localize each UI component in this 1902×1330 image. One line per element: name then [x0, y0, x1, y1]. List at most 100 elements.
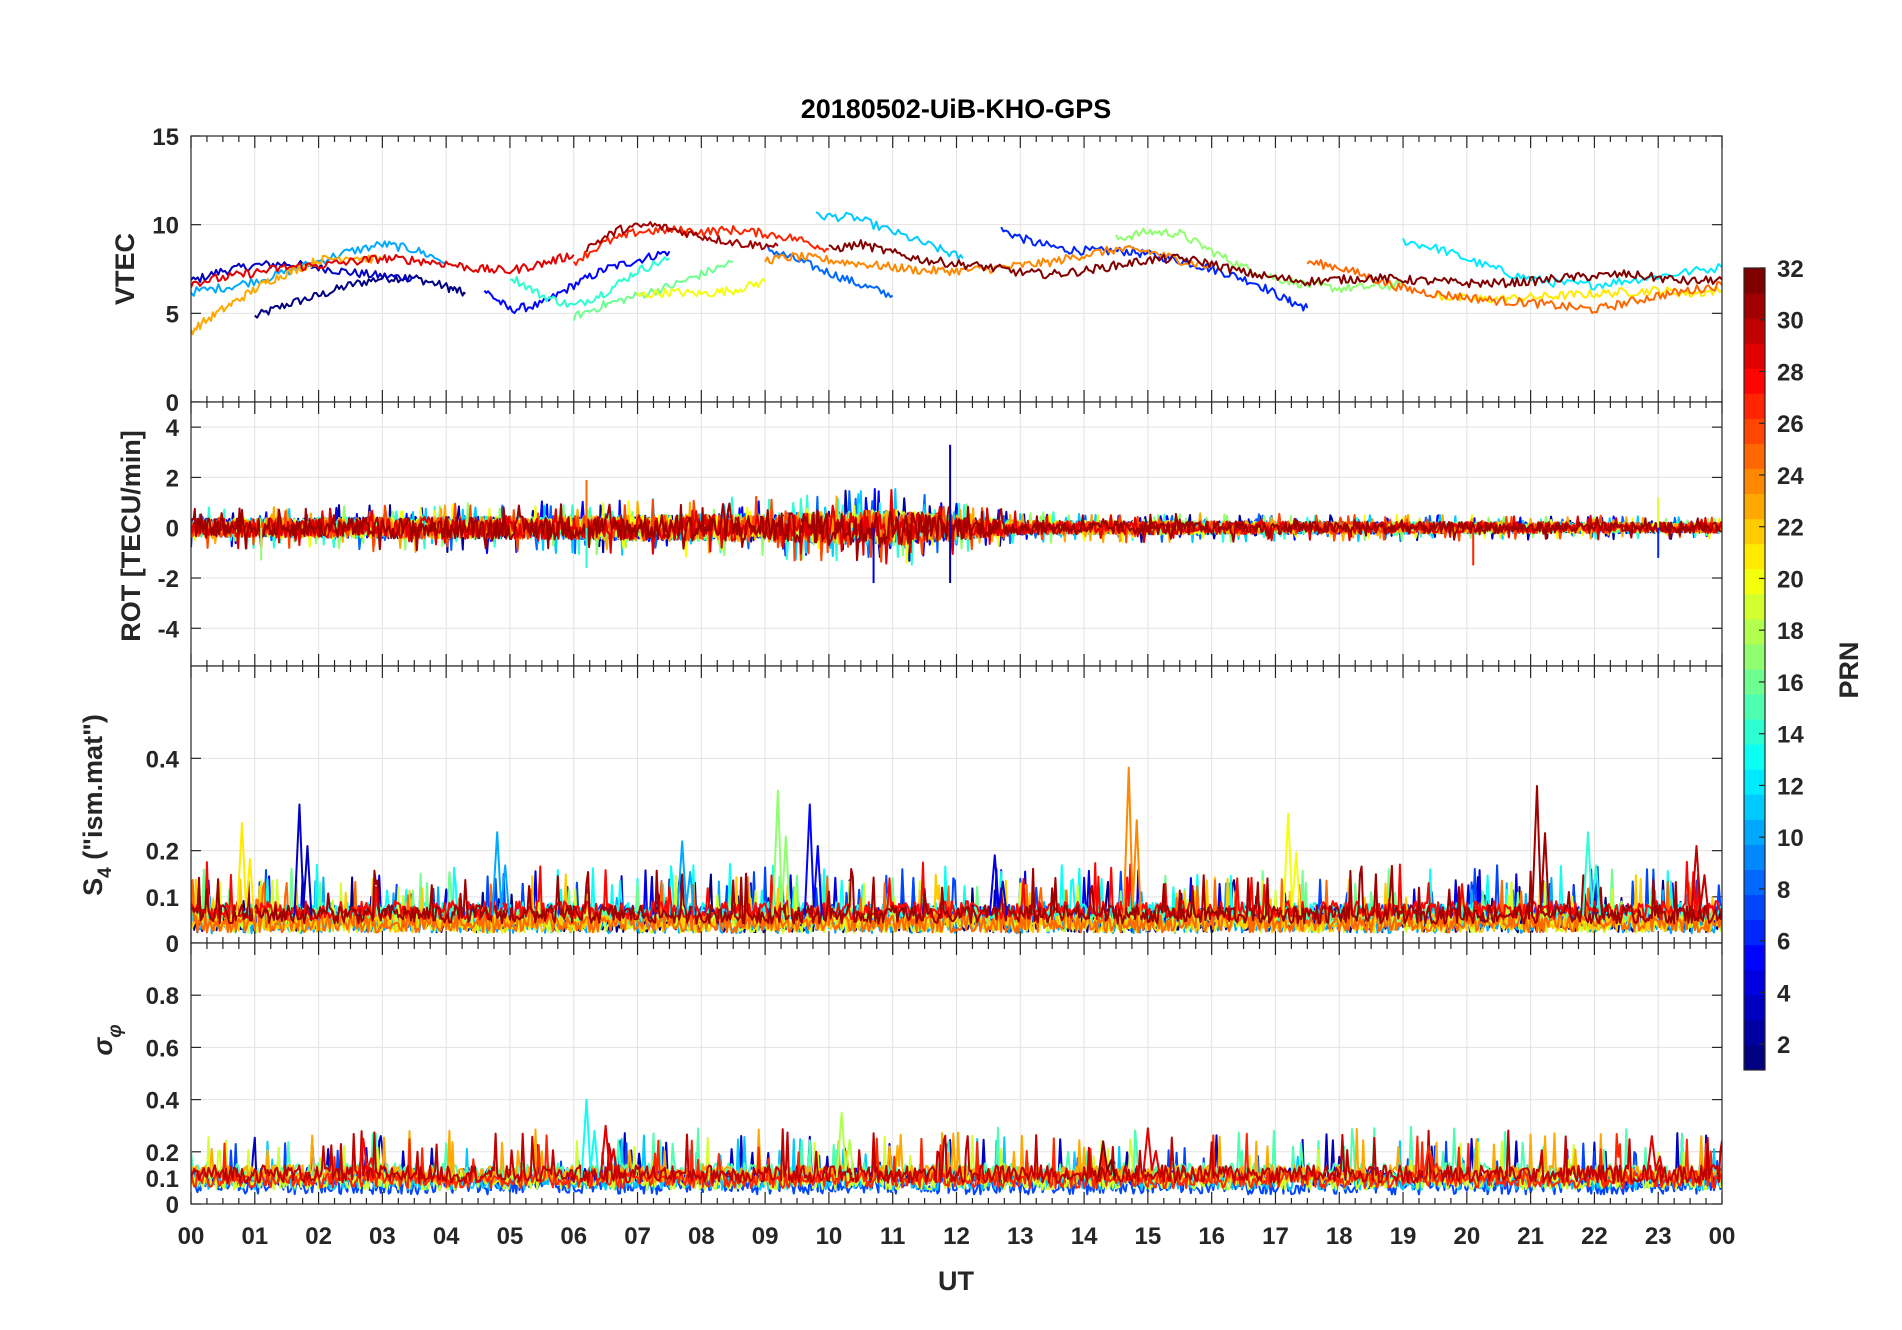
colorbar-label: PRN — [1834, 641, 1864, 698]
sigma-phi-y-label: σφ — [88, 1024, 126, 1055]
vtec-series-prn-27 — [572, 225, 830, 266]
colorbar-tick-label: 20 — [1777, 566, 1804, 593]
s4-y-label: S4 ("ism.mat") — [78, 714, 116, 896]
colorbar-segment — [1744, 719, 1765, 745]
s4-spike — [676, 840, 696, 916]
vtec-series-prn-11 — [815, 211, 964, 260]
colorbar-segment — [1744, 293, 1765, 319]
x-tick-label: 18 — [1326, 1223, 1353, 1250]
s4-spike — [988, 854, 1008, 916]
colorbar-segment — [1744, 618, 1765, 645]
colorbar-segment — [1744, 869, 1765, 896]
colorbar-segment — [1744, 443, 1765, 469]
vtec-y-label: VTEC — [110, 233, 140, 305]
x-tick-label: 11 — [880, 1223, 905, 1250]
x-axis: 00 01 02 03 04 05 06 07 08 09 10 11 12 13 14 15 16 17 18 19… — [178, 1223, 1736, 1250]
s4-spike — [1690, 845, 1710, 916]
colorbar-segment — [1744, 418, 1765, 444]
colorbar-frame — [1743, 267, 1766, 1071]
colorbar-segment — [1744, 844, 1765, 870]
colorbar-segment — [1744, 994, 1765, 1021]
x-axis-label: UT — [938, 1266, 974, 1296]
colorbar-segment — [1744, 919, 1765, 946]
colorbar-tick-label: 4 — [1777, 980, 1791, 1007]
colorbar-tick-label: 16 — [1777, 670, 1804, 697]
colorbar-tick-label: 24 — [1777, 463, 1804, 490]
sigma_phi-spike — [599, 1124, 619, 1179]
s4-spike — [1122, 766, 1142, 916]
vtec-series-prn-23 — [191, 254, 384, 336]
vtec-y-tick-label: 10 — [152, 213, 179, 240]
colorbar-tick-label: 6 — [1777, 929, 1790, 956]
rot-y-label: ROT [TECU/min] — [116, 430, 146, 641]
vtec-series-prn-10 — [191, 240, 447, 297]
sigma_phi-spike — [1097, 1140, 1117, 1179]
sigma_phi-spike — [835, 1111, 855, 1179]
vtec-series-prn-6 — [1000, 226, 1309, 312]
vtec-series-prn-14 — [509, 256, 671, 308]
x-tick-label: 05 — [497, 1223, 524, 1250]
sigma_phi-y-tick-label: 0.8 — [146, 983, 179, 1010]
colorbar-segment — [1744, 744, 1765, 770]
sigma_phi-spike — [357, 1137, 377, 1179]
x-tick-label: 21 — [1517, 1223, 1544, 1250]
vtec-series-prn-12 — [1402, 238, 1722, 291]
x-tick-label: 16 — [1198, 1223, 1225, 1250]
x-tick-label: 22 — [1581, 1223, 1608, 1250]
colorbar-segment — [1744, 694, 1765, 720]
x-tick-label: 19 — [1390, 1223, 1417, 1250]
vtec-series-prn-25 — [1306, 258, 1722, 314]
vtec-panel: 0 5 10 15 — [152, 124, 1723, 417]
colorbar-tick-label: 30 — [1777, 308, 1804, 335]
colorbar-tick-label: 8 — [1777, 877, 1790, 904]
x-tick-label: 07 — [624, 1223, 651, 1250]
x-tick-label: 14 — [1071, 1223, 1098, 1250]
sigma_phi-spike — [580, 1098, 600, 1178]
rot-series-prn-31 — [191, 502, 1722, 562]
colorbar-segment — [1744, 343, 1765, 369]
vtec-series-prn-16 — [572, 259, 734, 321]
vtec-series-prn-29 — [191, 252, 575, 288]
rot-series-group — [191, 444, 1722, 584]
sigma_phi-series-prn-27 — [191, 1132, 1722, 1190]
s4-y-tick-label: 0 — [166, 931, 179, 958]
s4-spike — [771, 789, 791, 916]
sigma_phi-y-tick-label: 0.1 — [146, 1166, 179, 1193]
colorbar-segment — [1744, 969, 1765, 996]
s4-spike — [803, 803, 823, 916]
colorbar-segment — [1744, 944, 1765, 971]
rot-y-tick-label: 0 — [166, 516, 179, 543]
vtec-series-prn-8 — [765, 244, 894, 298]
s4-spike — [236, 821, 256, 916]
s4-spike — [1582, 831, 1602, 916]
colorbar-segment — [1744, 794, 1765, 820]
x-tick-label: 00 — [178, 1223, 205, 1250]
x-tick-label: 08 — [688, 1223, 715, 1250]
x-tick-label: 17 — [1262, 1223, 1289, 1250]
colorbar-segment — [1744, 493, 1765, 520]
s4-spike — [491, 831, 511, 916]
sigma_phi-y-tick-label: 0.4 — [146, 1088, 180, 1115]
sigma_phi-spike — [1645, 1135, 1665, 1179]
colorbar-tick-label: 32 — [1777, 256, 1804, 283]
colorbar-segment — [1744, 468, 1765, 495]
vtec-series-prn-20 — [636, 277, 766, 299]
vtec-y-tick-label: 5 — [166, 301, 179, 328]
s4-panel: 0 0.1 0.2 0.4 — [146, 665, 1723, 958]
colorbar-segment — [1744, 669, 1765, 695]
x-tick-label: 23 — [1645, 1223, 1672, 1250]
colorbar-segment — [1744, 1044, 1765, 1071]
vtec-series-prn-5 — [483, 250, 671, 315]
colorbar-tick-label: 18 — [1777, 618, 1804, 645]
vtec-y-tick-label: 0 — [166, 390, 179, 417]
rot-panel: -4 -2 0 2 4 — [158, 401, 1723, 667]
s4-y-tick-label: 0.4 — [146, 746, 180, 773]
rot-y-tick-label: -4 — [158, 616, 180, 643]
colorbar-tick-label: 26 — [1777, 411, 1804, 438]
colorbar-segment — [1744, 1019, 1765, 1046]
vtec-series-prn-21 — [1434, 285, 1722, 304]
vtec-series-prn-1 — [254, 272, 466, 319]
x-tick-label: 20 — [1453, 1223, 1480, 1250]
